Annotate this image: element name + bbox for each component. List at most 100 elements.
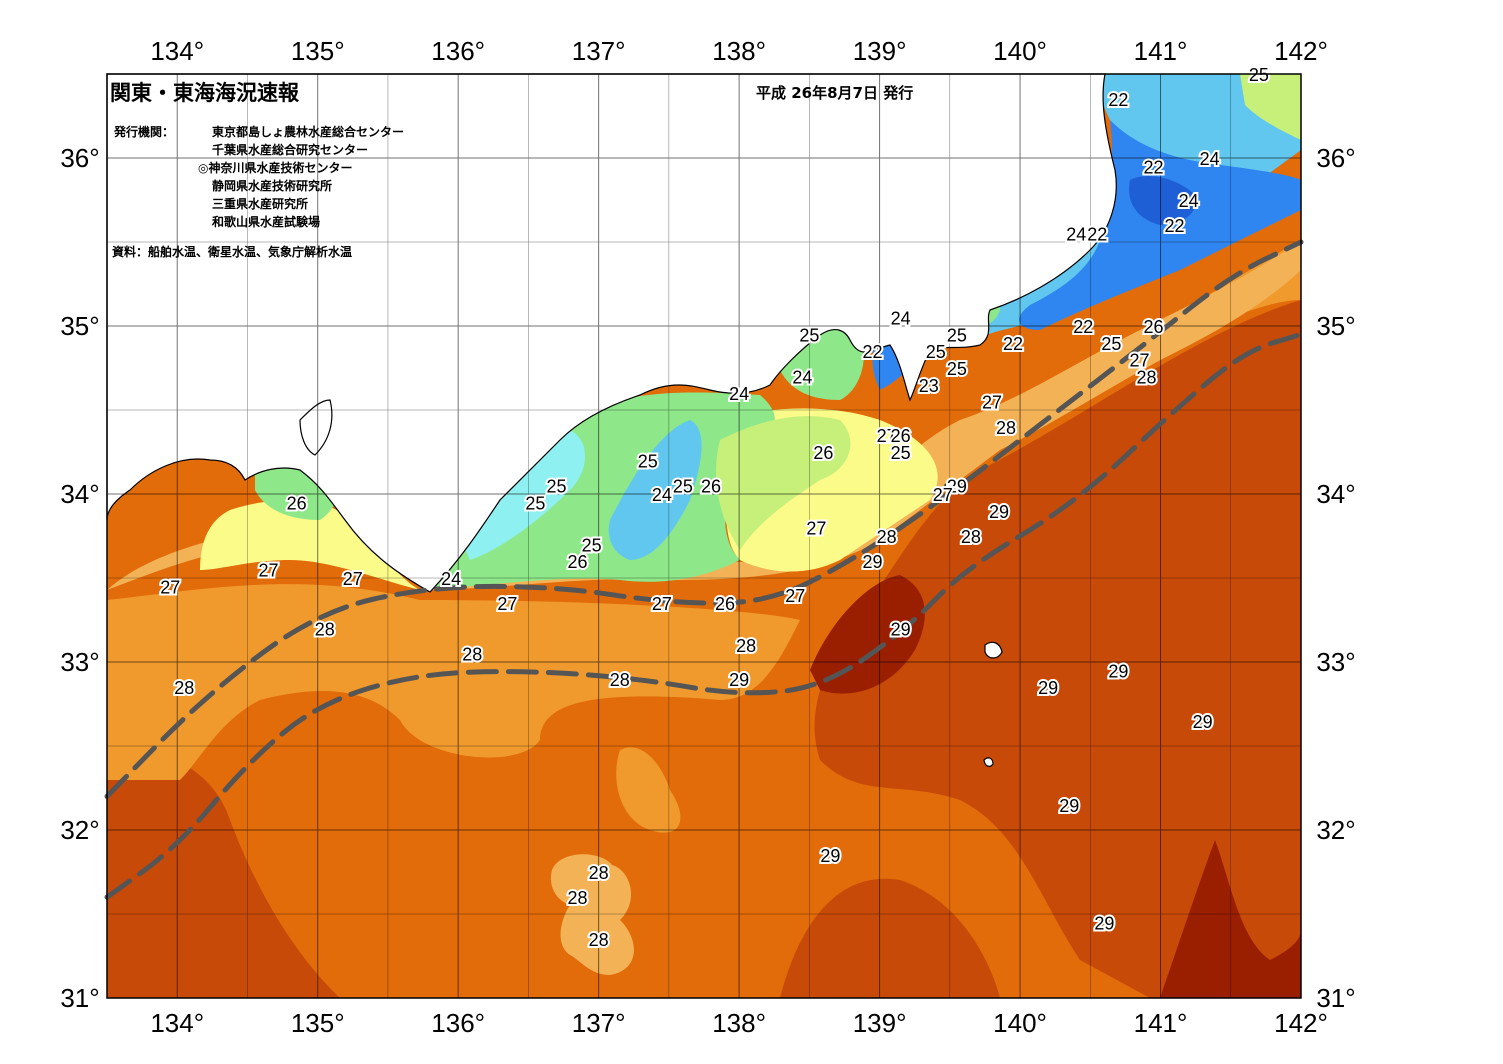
kuroshio-path-north	[104, 239, 1304, 799]
temperature-label: 25	[926, 342, 946, 362]
lat-tick-label-right: 33°	[1316, 647, 1355, 677]
lon-tick-label-bottom: 135°	[291, 1008, 345, 1038]
temperature-label: 25	[891, 443, 911, 463]
temperature-label: 28	[610, 670, 630, 690]
temperature-label: 27	[160, 577, 180, 597]
land-hachijo	[983, 757, 994, 767]
temperature-label: 27	[877, 426, 897, 446]
issuer-2: 千葉県水産総合研究センター	[212, 142, 368, 157]
temperature-label: 28	[736, 636, 756, 656]
temperature-label: 25	[546, 477, 566, 497]
axis-labels: 134° 134° 135° 135° 136° 136° 137° 137° 138° 138°…	[60, 36, 1355, 1038]
temperature-label: 24	[1179, 191, 1199, 211]
temperature-label: 26	[1143, 317, 1163, 337]
temperature-label: 29	[1094, 913, 1114, 933]
temperature-label: 29	[947, 477, 967, 497]
temperature-label: 29	[1108, 661, 1128, 681]
temperature-label: 28	[1136, 367, 1156, 387]
temperature-label: 26	[715, 594, 735, 614]
lat-tick-label-right: 32°	[1316, 815, 1355, 845]
temperature-label: 25	[799, 325, 819, 345]
issuer-1: 東京都島しょ農林水産総合センター	[212, 124, 404, 139]
temperature-label: 29	[891, 619, 911, 639]
warm-zone-29-south	[780, 878, 1000, 998]
temperature-label: 28	[996, 418, 1016, 438]
hot-pocket-southeast	[1160, 840, 1301, 998]
lat-tick-label-left: 33°	[60, 647, 99, 677]
lat-tick-label-left: 35°	[60, 311, 99, 341]
temperature-label: 22	[1143, 157, 1163, 177]
plot-frame	[106, 73, 1302, 999]
temperature-label: 29	[989, 502, 1009, 522]
temperature-label: 27	[652, 594, 672, 614]
lon-tick-label-top: 141°	[1134, 36, 1188, 66]
temperature-label: 27	[982, 393, 1002, 413]
lat-tick-label-left: 32°	[60, 815, 99, 845]
temperature-label: 27	[1129, 351, 1149, 371]
temperature-label: 28	[589, 930, 609, 950]
lat-tick-label-right: 34°	[1316, 479, 1355, 509]
temperature-label: 22	[1165, 216, 1185, 236]
temperature-label: 25	[1249, 65, 1269, 85]
lat-tick-label-right: 36°	[1316, 143, 1355, 173]
temperature-label: 25	[673, 477, 693, 497]
temperature-label: 23	[919, 376, 939, 396]
warm-zone-29-west	[107, 730, 340, 998]
temperature-label: 29	[863, 552, 883, 572]
temperature-label: 24	[1200, 149, 1220, 169]
temperature-label: 22	[1073, 317, 1093, 337]
temperature-label: 25	[947, 325, 967, 345]
temperature-label: 26	[891, 426, 911, 446]
temperature-label: 28	[315, 619, 335, 639]
lat-tick-label-left: 31°	[60, 983, 99, 1013]
lon-tick-label-top: 134°	[150, 36, 204, 66]
temperature-label: 22	[1003, 334, 1023, 354]
issue-date: 平成 26年8月7日 発行	[756, 84, 913, 102]
lon-tick-label-top: 137°	[572, 36, 626, 66]
kuroshio-axis	[104, 239, 1304, 900]
temperature-label: 24	[729, 384, 749, 404]
kuroshio-path-south	[104, 331, 1304, 900]
temperature-label: 27	[259, 561, 279, 581]
temperature-label: 24	[1066, 225, 1086, 245]
temperature-label: 26	[813, 443, 833, 463]
lon-tick-label-bottom: 134°	[150, 1008, 204, 1038]
lon-tick-label-top: 142°	[1274, 36, 1328, 66]
temperature-label: 24	[441, 569, 461, 589]
lat-tick-label-left: 36°	[60, 143, 99, 173]
issuer-4: 静岡県水産技術研究所	[212, 178, 332, 193]
temperature-label: 24	[792, 367, 812, 387]
lon-tick-label-bottom: 138°	[712, 1008, 766, 1038]
temperature-label: 28	[589, 863, 609, 883]
lat-tick-label-right: 31°	[1316, 983, 1355, 1013]
temperature-label: 29	[1059, 796, 1079, 816]
lon-tick-label-top: 140°	[993, 36, 1047, 66]
header-panel: 関東・東海海況速報 平成 26年8月7日 発行 発行機関： 東京都島しょ農林水産…	[110, 81, 913, 259]
temperature-label: 27	[785, 586, 805, 606]
lon-tick-label-top: 138°	[712, 36, 766, 66]
temperature-label: 28	[568, 888, 588, 908]
zone-26-yellow-west	[200, 500, 420, 590]
temperature-label: 26	[287, 493, 307, 513]
temperature-label: 27	[343, 569, 363, 589]
temperature-label: 24	[891, 309, 911, 329]
zone-25-green-northeast	[1240, 74, 1301, 140]
issuer-3: ◎神奈川県水産技術センター	[198, 160, 352, 175]
temperature-label: 29	[729, 670, 749, 690]
data-source: 資料：船舶水温、衛星水温、気象庁解析水温	[112, 244, 352, 259]
lat-tick-label-right: 35°	[1316, 311, 1355, 341]
temperature-label: 27	[806, 519, 826, 539]
issuers-label: 発行機関：	[113, 124, 174, 139]
lat-lon-grid	[106, 73, 1302, 999]
temperature-label: 29	[1193, 712, 1213, 732]
lon-tick-label-bottom: 139°	[853, 1008, 907, 1038]
temperature-label: 25	[525, 493, 545, 513]
lon-tick-label-top: 139°	[853, 36, 907, 66]
lon-tick-label-bottom: 141°	[1134, 1008, 1188, 1038]
temperature-label: 25	[638, 451, 658, 471]
temperature-label: 26	[568, 552, 588, 572]
temperature-label: 28	[174, 678, 194, 698]
issuer-5: 三重県水産研究所	[212, 196, 308, 211]
zone-24-cyan-coast	[462, 430, 585, 560]
